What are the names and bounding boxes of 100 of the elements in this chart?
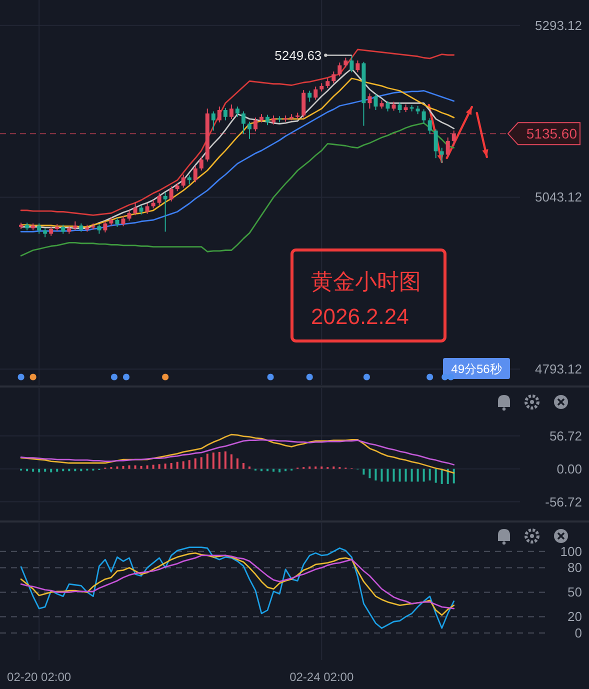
bar bbox=[182, 461, 184, 469]
x-tick-label: 02-20 02:00 bbox=[7, 670, 72, 684]
y-tick-label: 56.72 bbox=[549, 428, 582, 444]
y-tick-label: -56.72 bbox=[545, 494, 582, 510]
y-tick-label: 5293.12 bbox=[535, 18, 582, 33]
bar bbox=[422, 468, 425, 482]
candlestick bbox=[103, 220, 108, 233]
y-tick-label: 5043.12 bbox=[535, 190, 582, 205]
candlestick bbox=[344, 57, 348, 68]
candlestick bbox=[145, 203, 150, 214]
bar bbox=[134, 465, 136, 469]
candlestick bbox=[386, 100, 390, 112]
candlestick bbox=[169, 186, 174, 202]
candlestick bbox=[446, 137, 450, 158]
bar bbox=[386, 468, 389, 482]
bar bbox=[164, 464, 166, 469]
line-series bbox=[20, 546, 455, 629]
candlestick bbox=[199, 156, 204, 171]
candlestick bbox=[247, 121, 252, 140]
bar bbox=[176, 462, 178, 469]
bar bbox=[206, 454, 208, 469]
candlestick bbox=[127, 210, 132, 222]
bar bbox=[122, 466, 124, 469]
y-tick-label: 100 bbox=[560, 544, 582, 559]
candlestick bbox=[338, 62, 342, 77]
candlestick bbox=[452, 130, 456, 146]
x-tick-label: 02-24 02:00 bbox=[290, 670, 354, 684]
y-tick-label: 0.00 bbox=[556, 461, 582, 476]
bar bbox=[152, 464, 154, 469]
bar bbox=[368, 468, 371, 478]
candlestick bbox=[241, 110, 246, 135]
bar bbox=[38, 468, 40, 472]
annotation: 49分56秒 bbox=[451, 362, 502, 376]
candlestick bbox=[229, 104, 234, 120]
candlestick bbox=[253, 117, 258, 132]
bar bbox=[188, 460, 190, 469]
bar bbox=[140, 466, 142, 469]
candlestick bbox=[181, 174, 186, 188]
candlestick bbox=[193, 165, 198, 183]
candlestick bbox=[211, 110, 216, 132]
line-series bbox=[20, 48, 455, 216]
bar bbox=[362, 468, 365, 475]
candlestick bbox=[428, 118, 432, 135]
candlestick bbox=[302, 90, 306, 118]
candlestick bbox=[163, 192, 168, 232]
bar bbox=[392, 468, 395, 482]
bar bbox=[224, 451, 226, 469]
line-series bbox=[20, 434, 455, 474]
bar bbox=[428, 468, 431, 480]
bar bbox=[374, 468, 377, 480]
candlestick bbox=[422, 108, 426, 124]
bar bbox=[278, 468, 281, 472]
text: 黄金小时图 bbox=[311, 269, 421, 294]
bar bbox=[404, 468, 407, 482]
candlestick bbox=[398, 102, 402, 114]
bar bbox=[398, 468, 401, 482]
candlestick bbox=[37, 222, 42, 234]
candlestick bbox=[133, 202, 138, 216]
candlestick bbox=[121, 215, 126, 227]
bar bbox=[434, 468, 437, 483]
bar bbox=[50, 468, 52, 472]
bar bbox=[230, 454, 232, 469]
candlestick bbox=[374, 94, 378, 110]
y-tick-label: 20 bbox=[568, 609, 582, 624]
candlestick bbox=[368, 93, 372, 110]
text: 2026.2.24 bbox=[311, 304, 409, 329]
y-tick-label: 50 bbox=[568, 584, 582, 600]
candlestick bbox=[350, 54, 354, 73]
candlestick bbox=[217, 106, 222, 123]
bar bbox=[158, 464, 160, 469]
candlestick bbox=[434, 128, 438, 159]
bar bbox=[146, 465, 148, 469]
bar bbox=[236, 458, 238, 469]
bar bbox=[452, 468, 455, 484]
annotation: 5249.63 bbox=[274, 48, 322, 63]
bar bbox=[212, 452, 214, 469]
candlestick bbox=[314, 86, 318, 100]
candlestick bbox=[332, 71, 336, 84]
candlestick bbox=[326, 78, 330, 88]
bar bbox=[410, 468, 413, 482]
y-tick-label: 0 bbox=[574, 626, 582, 641]
ref-line-label: 5135.60 bbox=[526, 126, 578, 142]
bar bbox=[218, 452, 220, 469]
bar bbox=[194, 458, 196, 469]
bar bbox=[242, 463, 244, 469]
bar bbox=[128, 465, 130, 469]
line-series bbox=[20, 439, 455, 466]
candlestick bbox=[308, 90, 312, 102]
y-tick-label: 80 bbox=[568, 560, 582, 576]
candlestick bbox=[223, 107, 228, 121]
candlestick bbox=[235, 106, 240, 118]
candlestick bbox=[97, 224, 102, 234]
bar bbox=[440, 468, 443, 484]
bar bbox=[200, 457, 202, 469]
candlestick bbox=[266, 114, 270, 126]
candlestick bbox=[356, 60, 360, 73]
bar bbox=[170, 463, 172, 469]
bar bbox=[416, 468, 419, 482]
candlestick bbox=[157, 192, 162, 206]
bar bbox=[380, 468, 383, 482]
